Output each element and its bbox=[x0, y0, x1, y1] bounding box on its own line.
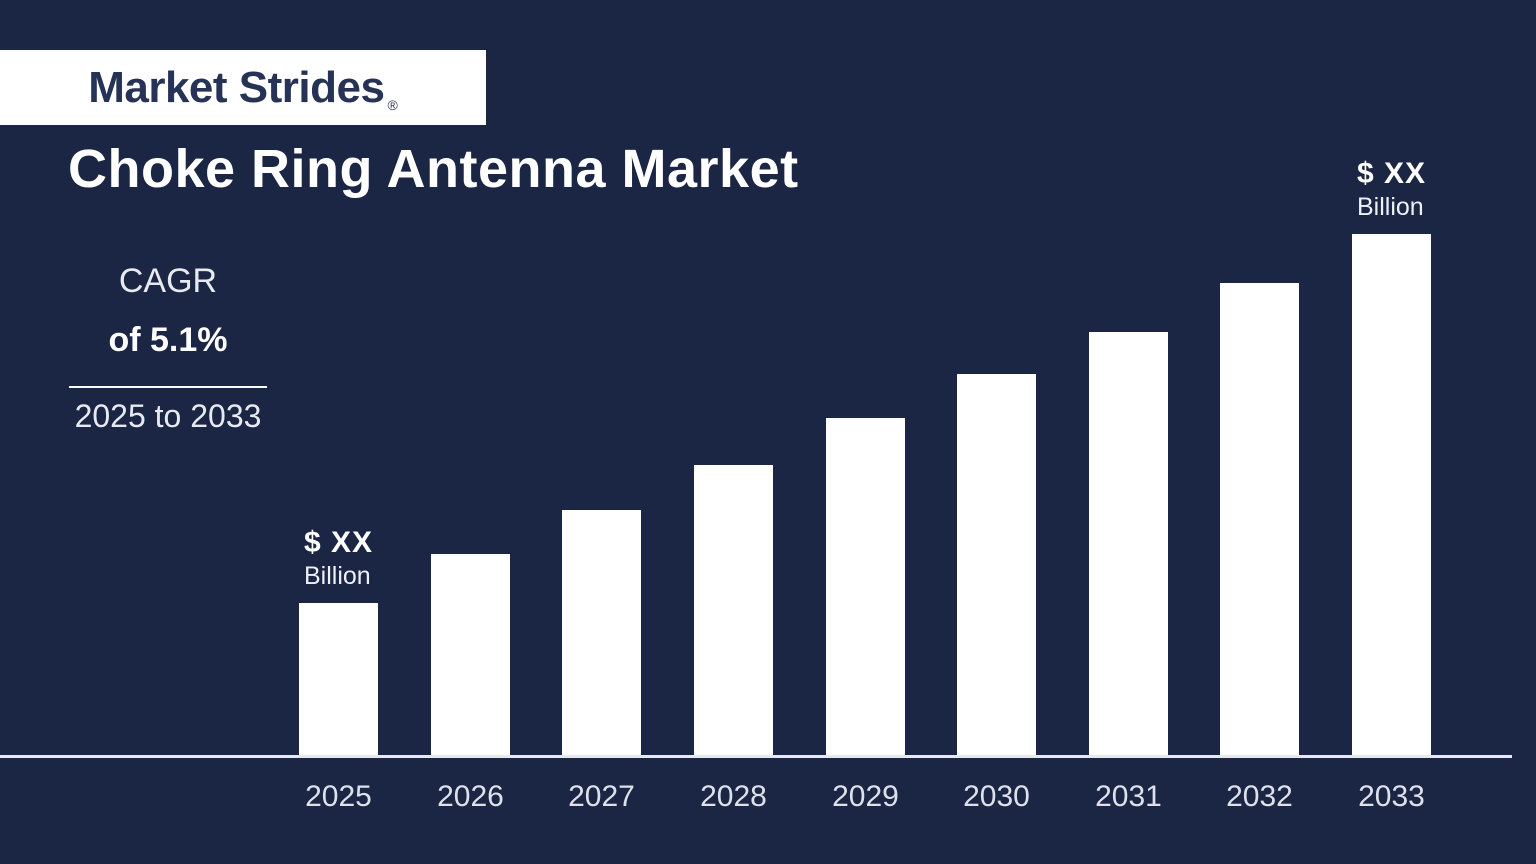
bar-2030 bbox=[957, 374, 1036, 755]
cagr-block: CAGR of 5.1% 2025 to 2033 bbox=[69, 262, 267, 435]
bar-2032 bbox=[1220, 283, 1299, 755]
cagr-divider bbox=[69, 386, 267, 388]
annotation-unit: Billion bbox=[1357, 192, 1424, 221]
cagr-period: 2025 to 2033 bbox=[74, 398, 262, 434]
bar-2028 bbox=[694, 465, 773, 755]
x-tick-2030: 2030 bbox=[963, 780, 1030, 813]
bar-2031 bbox=[1089, 332, 1168, 755]
annotation-unit: Billion bbox=[304, 561, 371, 590]
cagr-label: CAGR bbox=[118, 262, 218, 300]
x-tick-2032: 2032 bbox=[1226, 780, 1293, 813]
bar-2027 bbox=[562, 510, 641, 755]
x-tick-2031: 2031 bbox=[1095, 780, 1162, 813]
page-title: Choke Ring Antenna Market bbox=[68, 139, 799, 199]
bar-2029 bbox=[826, 418, 905, 755]
value-annotation-2033: $ XX Billion bbox=[1357, 158, 1426, 220]
brand-logo-text: Market Strides bbox=[88, 62, 385, 112]
x-tick-2029: 2029 bbox=[832, 780, 899, 813]
x-tick-2025: 2025 bbox=[305, 780, 372, 813]
bar-2025 bbox=[299, 603, 378, 755]
x-tick-2026: 2026 bbox=[437, 780, 504, 813]
value-annotation-2025: $ XX Billion bbox=[304, 527, 373, 589]
bar-2033 bbox=[1352, 234, 1431, 755]
annotation-value: $ XX bbox=[1357, 157, 1427, 190]
x-axis-line bbox=[0, 755, 1512, 758]
x-tick-2028: 2028 bbox=[700, 780, 767, 813]
x-tick-2027: 2027 bbox=[568, 780, 635, 813]
brand-logo: Market Strides ® bbox=[0, 50, 486, 125]
annotation-value: $ XX bbox=[304, 526, 374, 559]
cagr-value: of 5.1% bbox=[108, 321, 228, 359]
x-tick-2033: 2033 bbox=[1358, 780, 1425, 813]
bar-2026 bbox=[431, 554, 510, 755]
registered-trademark-icon: ® bbox=[387, 97, 398, 113]
